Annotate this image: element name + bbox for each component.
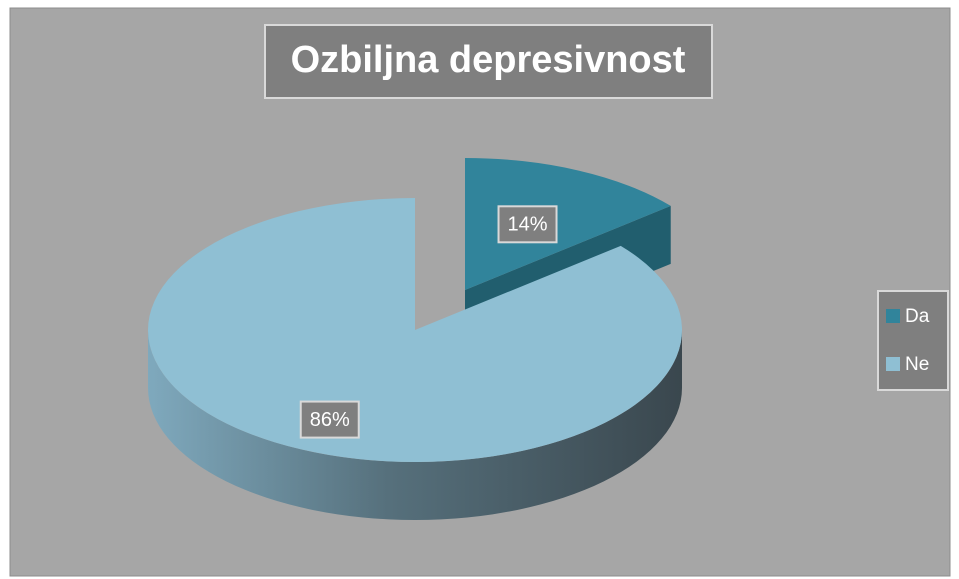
pie-slice xyxy=(465,158,671,290)
slice-side xyxy=(148,330,682,520)
chart-title: Ozbiljna depresivnost xyxy=(291,39,686,81)
legend-label: Ne xyxy=(905,354,929,375)
title-box xyxy=(264,24,713,99)
data-label: 14% xyxy=(508,214,548,236)
legend-label: Da xyxy=(905,306,930,327)
legend-box xyxy=(877,290,949,391)
pie-slice xyxy=(148,198,682,462)
data-label-box xyxy=(299,400,360,439)
legend-swatch xyxy=(886,309,900,323)
data-label-box xyxy=(497,205,558,244)
legend-swatch xyxy=(886,357,900,371)
data-label: 86% xyxy=(310,409,350,431)
